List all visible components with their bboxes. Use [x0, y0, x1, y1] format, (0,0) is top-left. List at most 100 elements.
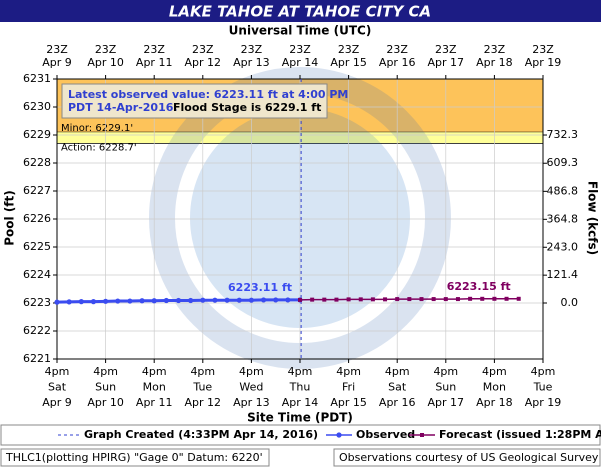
y2-tick-label: 243.0: [547, 240, 579, 253]
legend-swatch: [420, 433, 424, 437]
x-tick-label: Apr 10: [87, 396, 124, 409]
info-line: Flood Stage is 6229.1 ft: [173, 101, 321, 114]
x-top-tick-label: 23Z: [338, 43, 360, 56]
x-tick-label: 4pm: [288, 365, 313, 378]
y2-tick-label: 732.3: [547, 128, 579, 141]
forecast-point: [383, 297, 388, 302]
x-tick-label: 4pm: [531, 365, 556, 378]
y2-tick-label: 486.8: [547, 184, 579, 197]
observed-point: [115, 298, 121, 304]
forecast-point: [480, 296, 485, 301]
observed-point: [127, 298, 133, 304]
x-tick-label: Fri: [342, 381, 355, 394]
x-tick-label: Mon: [483, 381, 506, 394]
observed-point: [90, 299, 97, 305]
y-tick-label: 6224: [23, 268, 51, 281]
x-top-tick-label: Apr 15: [330, 56, 367, 69]
x-tick-label: Mon: [143, 381, 166, 394]
observed-point: [66, 299, 72, 305]
flood-label: Minor: 6229.1': [61, 123, 133, 134]
legend-label: Graph Created (4:33PM Apr 14, 2016): [84, 428, 318, 441]
forecast-point: [370, 297, 375, 302]
forecast-point: [298, 297, 302, 302]
title-bar: [0, 0, 601, 22]
y-tick-label: 6221: [23, 352, 51, 365]
x-top-tick-label: 23Z: [46, 43, 68, 56]
legend-box: [0, 424, 601, 446]
forecast-point: [346, 297, 351, 302]
x-top-tick-label: Apr 19: [525, 56, 562, 69]
x-tick-label: Apr 13: [233, 396, 270, 409]
y-axis-title: Pool (ft): [3, 190, 17, 246]
x-tick-label: Apr 9: [42, 396, 72, 409]
x-tick-label: Apr 17: [428, 396, 465, 409]
forecast-point: [455, 297, 460, 302]
observed-point: [260, 297, 267, 303]
y2-tick-label: 609.3: [547, 156, 579, 169]
value-label: 6223.11 ft: [228, 281, 292, 294]
x-tick-label: Apr 18: [476, 396, 513, 409]
y-tick-label: 6227: [23, 184, 51, 197]
top-axis-title: Universal Time (UTC): [229, 24, 372, 38]
y-tick-label: 6223: [23, 296, 51, 309]
forecast-point: [358, 297, 363, 302]
observed-point: [200, 297, 206, 303]
x-tick-label: Apr 11: [136, 396, 173, 409]
observed-point: [78, 299, 84, 305]
x-tick-label: Sat: [48, 381, 67, 394]
flood-label: Action: 6228.7': [61, 142, 137, 153]
forecast-point: [395, 297, 400, 302]
x-top-tick-label: 23Z: [484, 43, 506, 56]
x-top-tick-label: 23Z: [143, 43, 165, 56]
observed-point: [151, 298, 157, 304]
x-top-tick-label: Apr 10: [87, 56, 124, 69]
observed-point: [285, 297, 291, 303]
x-tick-label: Apr 15: [330, 396, 367, 409]
x-tick-label: Sun: [95, 381, 116, 394]
observed-point: [273, 297, 279, 303]
info-line: Latest observed value: 6223.11 ft at 4:0…: [68, 88, 348, 101]
y2-tick-label: 121.4: [547, 268, 579, 281]
observed-point: [163, 297, 169, 304]
info-line: PDT 14-Apr-2016.: [68, 101, 178, 114]
observed-point: [212, 297, 218, 303]
x-tick-label: 4pm: [239, 365, 264, 378]
info-box: [61, 83, 328, 119]
chart-title: LAKE TAHOE AT TAHOE CITY CA: [169, 3, 431, 21]
x-top-tick-label: 23Z: [435, 43, 457, 56]
y-tick-label: 6226: [23, 212, 51, 225]
observed-point: [236, 297, 242, 303]
x-top-tick-label: Apr 12: [185, 56, 222, 69]
x-top-tick-label: Apr 18: [476, 56, 513, 69]
observed-point: [188, 297, 194, 304]
footer-left: THLC1(plotting HPIRG) "Gage 0" Datum: 62…: [5, 451, 263, 464]
x-tick-label: Sun: [435, 381, 456, 394]
x-tick-label: Tue: [192, 381, 212, 394]
x-top-tick-label: 23Z: [241, 43, 263, 56]
y-tick-label: 6231: [23, 72, 51, 85]
x-top-tick-label: 23Z: [289, 43, 311, 56]
legend-swatch: [336, 432, 342, 438]
x-tick-label: Apr 16: [379, 396, 416, 409]
forecast-point: [310, 297, 315, 302]
x-top-tick-label: 23Z: [532, 43, 554, 56]
forecast-point: [516, 296, 521, 301]
observed-point: [54, 299, 60, 305]
value-label: 6223.15 ft: [447, 280, 511, 293]
forecast-point: [431, 297, 436, 302]
observed-point: [248, 297, 254, 303]
x-top-tick-label: Apr 11: [136, 56, 173, 69]
x-top-tick-label: 23Z: [192, 43, 214, 56]
x-tick-label: Wed: [239, 381, 263, 394]
x-tick-label: Apr 19: [525, 396, 562, 409]
x-axis-title: Site Time (PDT): [247, 411, 353, 425]
y-tick-label: 6229: [23, 128, 51, 141]
x-tick-label: Tue: [533, 381, 553, 394]
observed-point: [103, 298, 109, 304]
x-top-tick-label: Apr 17: [428, 56, 465, 69]
x-tick-label: 4pm: [433, 365, 458, 378]
forecast-point: [322, 297, 327, 302]
x-tick-label: 4pm: [385, 365, 410, 378]
x-tick-label: Apr 12: [185, 396, 222, 409]
footer-box: [0, 448, 270, 467]
